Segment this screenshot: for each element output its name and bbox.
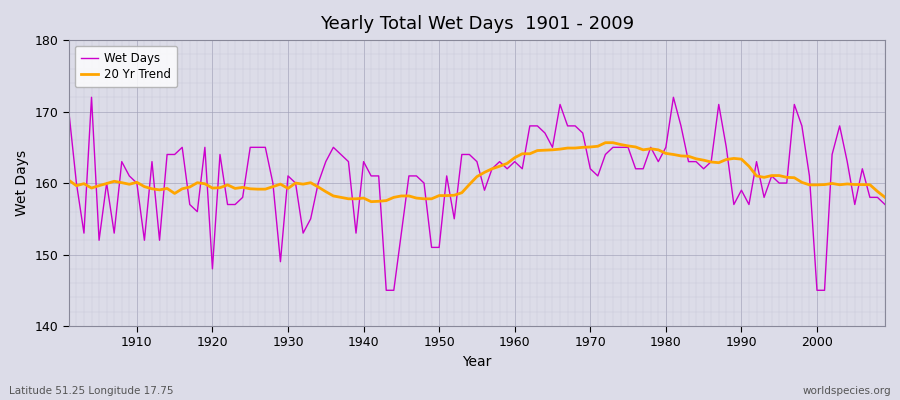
20 Yr Trend [509, 155, 520, 160]
20 Yr Trend [63, 178, 74, 183]
Wet Days [298, 231, 309, 236]
Text: worldspecies.org: worldspecies.org [803, 386, 891, 396]
Wet Days [517, 166, 527, 171]
X-axis label: Year: Year [463, 355, 491, 369]
20 Yr Trend [365, 199, 376, 204]
Wet Days [615, 145, 626, 150]
Line: 20 Yr Trend: 20 Yr Trend [68, 143, 885, 202]
Wet Days [131, 181, 142, 186]
Wet Days [63, 109, 74, 114]
20 Yr Trend [124, 182, 135, 187]
20 Yr Trend [879, 195, 890, 200]
20 Yr Trend [336, 195, 346, 200]
Wet Days [525, 124, 535, 128]
Wet Days [343, 159, 354, 164]
Title: Yearly Total Wet Days  1901 - 2009: Yearly Total Wet Days 1901 - 2009 [320, 15, 634, 33]
Line: Wet Days: Wet Days [68, 97, 885, 290]
20 Yr Trend [600, 140, 611, 145]
20 Yr Trend [615, 142, 626, 147]
Y-axis label: Wet Days: Wet Days [15, 150, 29, 216]
Legend: Wet Days, 20 Yr Trend: Wet Days, 20 Yr Trend [75, 46, 177, 87]
Text: Latitude 51.25 Longitude 17.75: Latitude 51.25 Longitude 17.75 [9, 386, 174, 396]
Wet Days [879, 202, 890, 207]
20 Yr Trend [517, 151, 527, 156]
20 Yr Trend [290, 181, 301, 186]
Wet Days [86, 95, 97, 100]
Wet Days [381, 288, 392, 293]
